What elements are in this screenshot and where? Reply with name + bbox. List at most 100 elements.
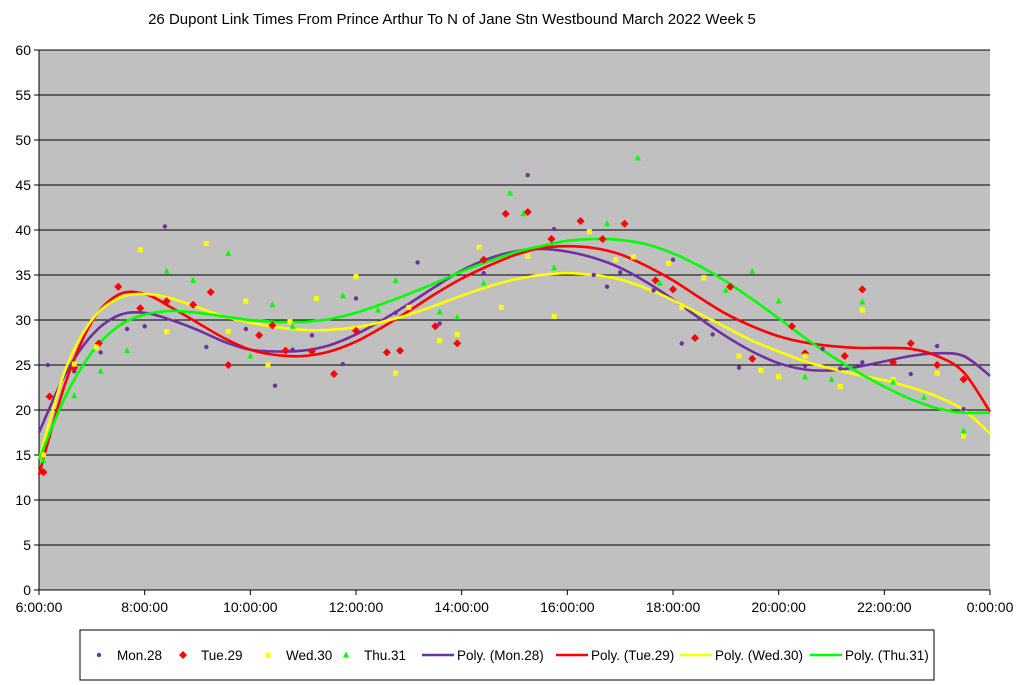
point-thu-31 [722,286,729,293]
point-tue-29 [453,339,462,348]
point-mon-28 [838,366,843,371]
point-thu-31 [454,313,461,320]
point-tue-29 [224,361,233,369]
point-wed-30 [934,370,940,376]
point-wed-30 [353,274,359,280]
point-thu-31 [775,297,782,304]
point-tue-29 [598,235,607,243]
point-tue-29 [748,354,757,363]
point-mon-28 [802,363,808,369]
point-wed-30 [225,329,231,335]
grid-lines [39,49,990,546]
point-thu-31 [520,210,527,217]
point-wed-30 [758,367,764,373]
point-tue-29 [431,322,440,331]
point-tue-29 [840,352,849,360]
point-thu-31 [71,392,78,399]
point-wed-30 [630,254,636,260]
point-mon-28 [776,361,781,367]
point-mon-28 [393,310,398,315]
point-thu-31 [890,378,897,385]
point-tue-29 [651,276,660,285]
legend-label: Poly. (Thu.31) [845,648,929,663]
point-tue-29 [382,348,391,357]
y-tick-label: 5 [23,537,31,553]
point-thu-31 [507,189,514,196]
point-thu-31 [124,347,131,354]
point-wed-30 [837,384,843,390]
point-mon-28 [591,272,596,278]
point-tue-29 [45,392,54,401]
x-tick-label: 12:00:00 [329,599,384,615]
point-mon-28 [437,321,442,326]
point-thu-31 [289,322,296,329]
point-mon-28 [309,333,315,338]
point-mon-28 [124,326,130,332]
point-wed-30 [776,374,782,380]
point-tue-29 [501,209,510,218]
x-axis-ticks: 6:00:00 8:00:00 10:00:00 12:00:00 14:00:00 16… [16,590,1014,615]
legend-label: Poly. (Wed.30) [715,648,803,663]
legend-label: Poly. (Tue.29) [591,648,674,663]
point-tue-29 [906,339,915,348]
x-tick-label: 16:00:00 [540,599,595,615]
point-mon-28 [415,260,420,265]
point-mon-28 [551,226,557,232]
point-tue-29 [307,347,316,356]
point-tue-29 [396,346,405,355]
point-tue-29 [933,361,942,369]
point-thu-31 [163,267,170,274]
y-tick-label: 30 [15,312,31,328]
point-tue-29 [959,375,968,384]
point-mon-28 [961,406,966,412]
point-wed-30 [525,253,531,259]
data-points [39,154,968,477]
point-mon-28 [679,341,685,346]
point-tue-29 [787,322,796,331]
chart-title: 26 Dupont Link Times From Prince Arthur … [148,11,756,28]
point-wed-30 [203,241,209,246]
point-mon-28 [934,343,940,349]
point-thu-31 [269,301,276,308]
point-tue-29 [329,370,338,378]
point-wed-30 [736,353,742,359]
point-tue-29 [352,326,360,335]
point-mon-28 [617,270,623,275]
legend-label: Thu.31 [364,648,406,663]
point-wed-30 [437,338,443,344]
point-wed-30 [406,304,412,310]
point-tue-29 [255,331,264,340]
x-tick-label: 10:00:00 [223,599,278,615]
x-tick-label: 0:00:00 [967,599,1014,615]
y-tick-label: 10 [15,492,31,508]
point-tue-29 [691,334,700,342]
point-mon-28 [353,296,359,301]
x-tick-label: 8:00:00 [121,599,168,615]
point-thu-31 [436,308,443,315]
point-mon-28 [340,361,345,367]
point-tue-29 [114,282,123,291]
x-tick-label: 18:00:00 [646,599,701,615]
point-wed-30 [40,452,46,458]
y-tick-label: 25 [15,357,31,373]
point-thu-31 [828,375,835,382]
point-thu-31 [339,292,346,299]
point-thu-31 [960,427,967,434]
y-tick-label: 55 [15,87,31,103]
point-mon-28 [204,344,209,350]
point-thu-31 [375,306,382,313]
legend-label: Mon.28 [117,648,162,663]
point-tue-29 [620,219,629,228]
point-tue-29 [479,255,488,264]
y-tick-label: 15 [15,447,31,463]
legend-label: Poly. (Mon.28) [457,648,544,663]
point-wed-30 [859,307,865,313]
point-thu-31 [859,298,866,305]
point-tue-29 [889,358,898,367]
point-wed-30 [393,370,399,376]
point-wed-30 [71,361,77,367]
point-thu-31 [749,267,756,274]
x-tick-label: 6:00:00 [16,599,63,615]
point-wed-30 [498,304,504,310]
